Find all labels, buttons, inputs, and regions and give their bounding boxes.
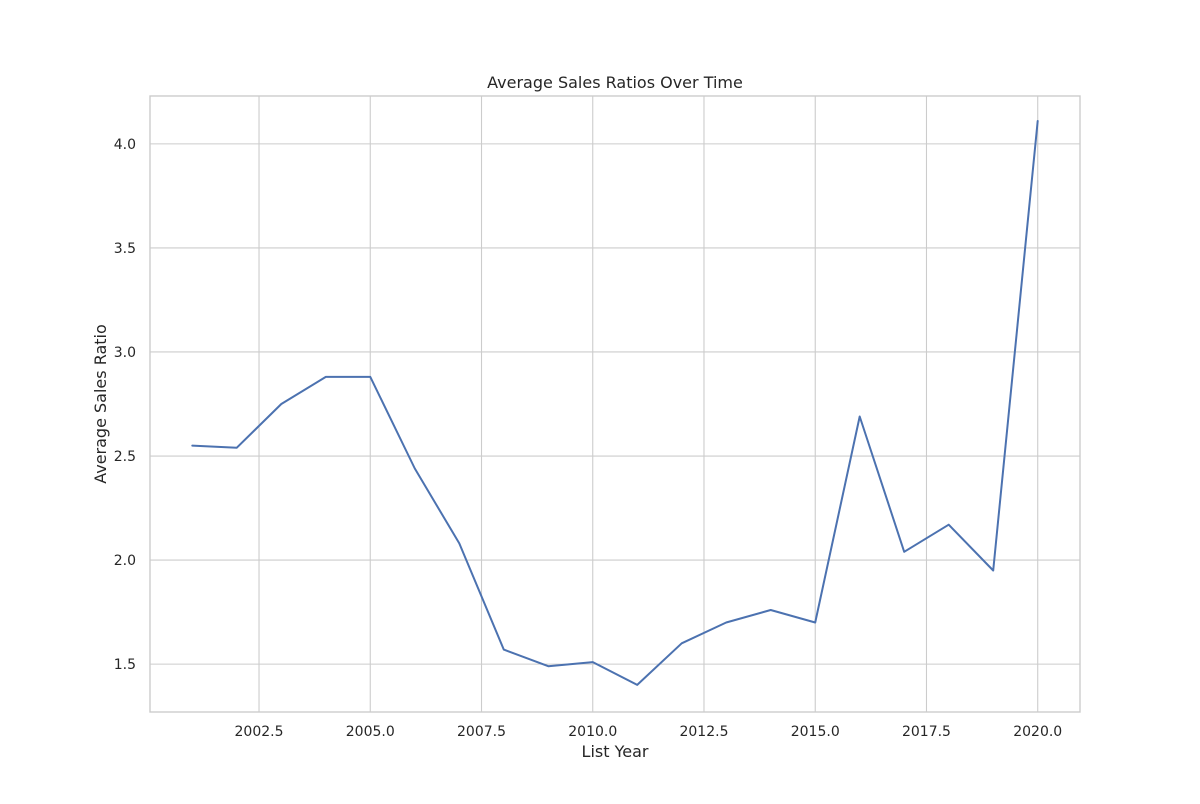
y-gridlines <box>150 143 1080 665</box>
x-gridlines <box>258 96 1039 712</box>
x-tick-label: 2010.0 <box>568 724 617 740</box>
x-axis-label: List Year <box>582 742 649 761</box>
series-layer <box>191 120 1039 686</box>
x-tick-label: 2007.5 <box>457 724 506 740</box>
series-line <box>191 120 1039 686</box>
plot-frame <box>149 95 1081 713</box>
y-tick-label: 4.0 <box>114 137 136 153</box>
y-tick-labels: 1.5 2.0 2.5 3.0 3.5 4.0 <box>114 137 136 673</box>
y-tick-label: 1.5 <box>114 657 136 673</box>
x-tick-label: 2002.5 <box>235 724 284 740</box>
y-tick-label: 3.0 <box>114 345 136 361</box>
x-tick-labels: 2002.5 2005.0 2007.5 2010.0 2012.5 2015.0 2017… <box>235 724 1063 740</box>
x-tick-label: 2012.5 <box>679 724 728 740</box>
y-axis-label: Average Sales Ratio <box>91 324 110 484</box>
x-tick-label: 2015.0 <box>791 724 840 740</box>
y-tick-label: 2.5 <box>114 449 136 465</box>
y-tick-label: 2.0 <box>114 553 136 569</box>
x-tick-label: 2017.5 <box>902 724 951 740</box>
x-tick-label: 2020.0 <box>1013 724 1062 740</box>
chart-title: Average Sales Ratios Over Time <box>487 73 743 92</box>
y-tick-label: 3.5 <box>114 241 136 257</box>
x-tick-label: 2005.0 <box>346 724 395 740</box>
